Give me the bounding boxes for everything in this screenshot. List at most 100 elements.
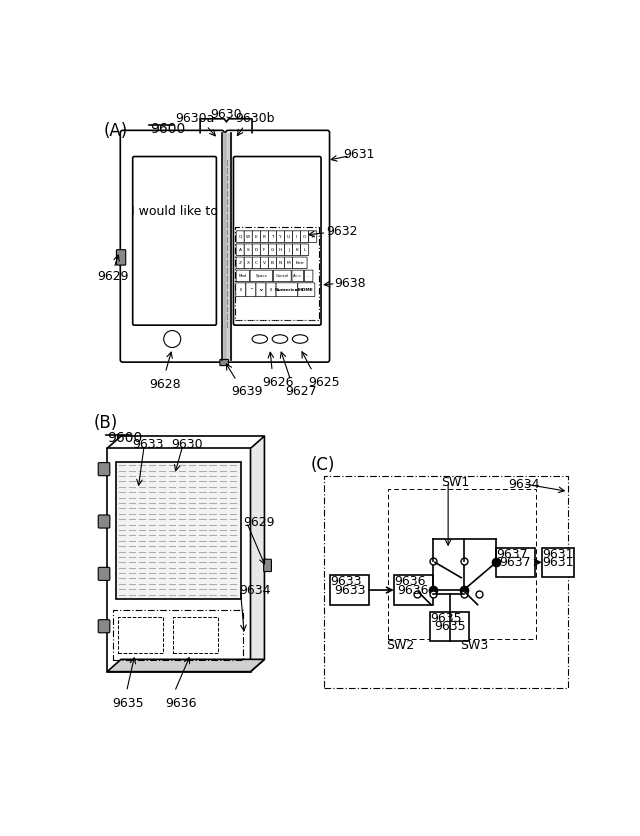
FancyBboxPatch shape — [120, 130, 224, 362]
FancyBboxPatch shape — [260, 231, 268, 242]
Text: 9636: 9636 — [165, 697, 196, 710]
Text: 9630: 9630 — [211, 108, 243, 121]
Bar — [496, 548, 535, 577]
Text: (A): (A) — [103, 122, 127, 140]
Polygon shape — [250, 436, 264, 671]
Text: E: E — [255, 235, 258, 238]
Text: 9625: 9625 — [308, 376, 340, 389]
Text: J: J — [288, 247, 289, 252]
Text: ...: ... — [307, 274, 310, 278]
FancyBboxPatch shape — [292, 231, 301, 242]
Text: 9627: 9627 — [285, 385, 317, 398]
Text: 9630b: 9630b — [236, 112, 275, 125]
Text: 9631: 9631 — [543, 556, 574, 568]
Bar — [235, 227, 319, 320]
Text: ^: ^ — [249, 288, 253, 292]
Text: K: K — [295, 247, 298, 252]
Text: 9635: 9635 — [430, 612, 462, 624]
FancyBboxPatch shape — [116, 250, 125, 265]
Text: U: U — [287, 235, 290, 238]
FancyBboxPatch shape — [250, 270, 273, 282]
Text: P: P — [312, 235, 314, 238]
FancyBboxPatch shape — [236, 231, 244, 242]
Text: R: R — [263, 235, 266, 238]
Bar — [394, 575, 433, 604]
FancyBboxPatch shape — [260, 244, 268, 256]
Text: V: V — [263, 261, 266, 265]
FancyBboxPatch shape — [220, 359, 228, 365]
FancyBboxPatch shape — [226, 130, 330, 362]
Text: SW3: SW3 — [460, 640, 488, 652]
Text: (: ( — [240, 288, 242, 292]
FancyBboxPatch shape — [236, 283, 246, 297]
Text: 9634: 9634 — [508, 477, 540, 491]
Text: Mod: Mod — [239, 274, 247, 278]
Text: L: L — [303, 247, 306, 252]
Text: C: C — [255, 261, 258, 265]
Text: 9630: 9630 — [172, 437, 203, 451]
Text: 9638: 9638 — [334, 278, 366, 290]
Text: 9600: 9600 — [150, 122, 185, 136]
Text: S: S — [247, 247, 250, 252]
Text: 9637: 9637 — [496, 548, 528, 561]
Bar — [324, 476, 568, 688]
Text: F: F — [263, 247, 266, 252]
FancyBboxPatch shape — [301, 231, 308, 242]
Text: 9629: 9629 — [97, 270, 129, 283]
Text: G: G — [271, 247, 274, 252]
Text: I: I — [296, 235, 297, 238]
Text: 9636: 9636 — [397, 584, 429, 597]
Text: v: v — [260, 288, 262, 292]
Polygon shape — [107, 660, 264, 671]
FancyBboxPatch shape — [236, 270, 250, 282]
Text: M: M — [287, 261, 291, 265]
Text: Entr: Entr — [295, 261, 305, 265]
Text: SW1: SW1 — [441, 476, 469, 489]
Text: T: T — [271, 235, 274, 238]
Bar — [173, 617, 218, 653]
Text: Numerical: Numerical — [275, 288, 300, 292]
Text: 9639: 9639 — [231, 385, 262, 398]
Text: X: X — [247, 261, 250, 265]
Text: 9629: 9629 — [243, 516, 275, 529]
Text: 9631: 9631 — [542, 548, 573, 561]
FancyBboxPatch shape — [276, 257, 285, 268]
Text: SW2: SW2 — [386, 640, 414, 652]
Text: I would like to: I would like to — [131, 206, 218, 218]
Text: Z: Z — [239, 261, 242, 265]
Text: 9635: 9635 — [113, 697, 144, 710]
FancyBboxPatch shape — [260, 257, 268, 268]
FancyBboxPatch shape — [285, 257, 292, 268]
Text: 9637: 9637 — [500, 556, 531, 568]
Text: Space: Space — [255, 274, 268, 278]
FancyBboxPatch shape — [285, 244, 292, 256]
Bar — [430, 612, 469, 641]
FancyBboxPatch shape — [276, 244, 285, 256]
FancyBboxPatch shape — [252, 231, 260, 242]
FancyBboxPatch shape — [234, 156, 321, 325]
Text: (C): (C) — [311, 456, 335, 474]
Text: (B): (B) — [94, 415, 118, 432]
Text: 9630a: 9630a — [175, 112, 214, 125]
FancyBboxPatch shape — [276, 231, 285, 242]
FancyBboxPatch shape — [256, 283, 266, 297]
FancyBboxPatch shape — [305, 270, 313, 282]
FancyBboxPatch shape — [244, 244, 252, 256]
FancyBboxPatch shape — [98, 515, 110, 528]
FancyBboxPatch shape — [268, 257, 276, 268]
Text: Cancel: Cancel — [276, 274, 289, 278]
FancyBboxPatch shape — [252, 244, 260, 256]
Ellipse shape — [292, 334, 308, 344]
Text: 9600: 9600 — [107, 431, 142, 446]
FancyBboxPatch shape — [292, 244, 301, 256]
FancyBboxPatch shape — [268, 231, 276, 242]
Circle shape — [164, 330, 180, 348]
Text: Y: Y — [279, 235, 282, 238]
FancyBboxPatch shape — [246, 283, 256, 297]
FancyBboxPatch shape — [292, 270, 303, 282]
Text: B: B — [271, 261, 274, 265]
Ellipse shape — [272, 334, 288, 344]
Text: H: H — [279, 247, 282, 252]
Bar — [542, 548, 575, 577]
Bar — [388, 489, 536, 640]
